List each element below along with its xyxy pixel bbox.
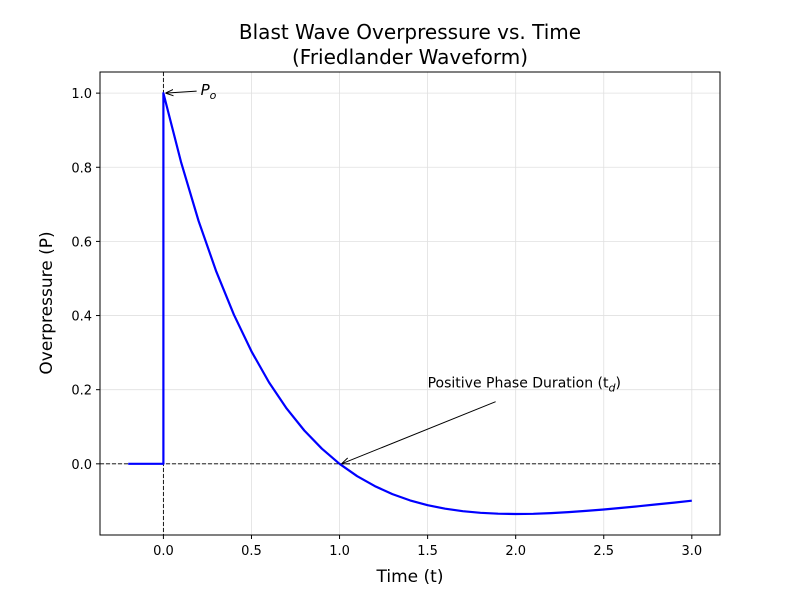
- y-axis-label: Overpressure (P): [37, 231, 57, 374]
- reference-lines: [100, 72, 720, 535]
- annotation-arrow: [342, 401, 496, 464]
- x-tick-label: 1.0: [329, 544, 350, 559]
- x-tick-label: 1.5: [417, 544, 438, 559]
- x-ticks: 0.0 0.5 1.0 1.5 2.0 2.5 3.0: [153, 535, 702, 559]
- y-tick-label: 0.6: [71, 235, 92, 250]
- plot-frame: [99, 71, 721, 536]
- x-tick-label: 2.5: [593, 544, 614, 559]
- y-tick-label: 0.2: [71, 384, 92, 399]
- y-tick-label: 1.0: [71, 87, 92, 102]
- grid: [100, 72, 720, 535]
- series: [128, 91, 692, 516]
- y-ticks: 0.0 0.2 0.4 0.6 0.8 1.0: [71, 87, 100, 473]
- chart-title: Blast Wave Overpressure vs. Time: [239, 20, 581, 44]
- x-tick-label: 3.0: [681, 544, 702, 559]
- x-axis-label: Time (t): [376, 567, 444, 587]
- annotation-text: Positive Phase Duration (td): [428, 376, 621, 395]
- y-tick-label: 0.0: [71, 458, 92, 473]
- annotation-arrow: [165, 91, 197, 93]
- annotations: Po Positive Phase Duration (td): [165, 81, 621, 464]
- x-tick-label: 0.5: [241, 544, 262, 559]
- y-tick-label: 0.8: [71, 161, 92, 176]
- annotation-text: Po: [201, 81, 217, 102]
- x-tick-label: 0.0: [153, 544, 174, 559]
- overpressure-line: [128, 91, 692, 516]
- y-tick-label: 0.4: [71, 310, 92, 325]
- chart-subtitle: (Friedlander Waveform): [292, 45, 528, 69]
- x-tick-label: 2.0: [505, 544, 526, 559]
